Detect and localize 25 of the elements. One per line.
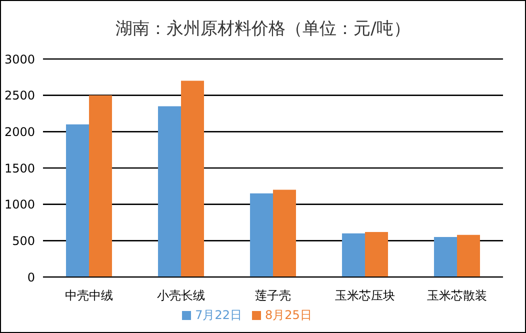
y-tick-label: 500 — [12, 234, 35, 248]
x-tick-label: 中壳中绒 — [65, 288, 113, 303]
y-tick-label: 0 — [27, 270, 35, 284]
bar — [250, 193, 273, 277]
y-tick-label: 3000 — [4, 52, 35, 66]
bar — [434, 237, 457, 277]
chart-title: 湖南：永州原材料价格（单位：元/吨） — [114, 18, 412, 40]
y-tick-label: 2500 — [4, 88, 35, 103]
y-tick-label: 1000 — [4, 198, 35, 212]
bar — [457, 234, 480, 277]
x-tick-label: 莲子壳 — [255, 288, 291, 303]
x-tick-label: 玉米芯散装 — [427, 288, 487, 303]
x-tick-label: 小壳长绒 — [157, 288, 205, 303]
bar — [89, 95, 112, 277]
bar — [181, 80, 204, 277]
legend-label: 7月22日 — [195, 308, 242, 322]
y-tick-label: 2000 — [4, 124, 35, 139]
x-tick-label: 玉米芯压块 — [335, 288, 395, 303]
bar — [158, 106, 181, 277]
bar — [342, 233, 365, 277]
bar — [66, 124, 89, 277]
legend-label: 8月25日 — [265, 308, 312, 322]
bar — [273, 190, 296, 277]
bar — [365, 232, 388, 277]
y-tick-label: 1500 — [4, 161, 35, 176]
